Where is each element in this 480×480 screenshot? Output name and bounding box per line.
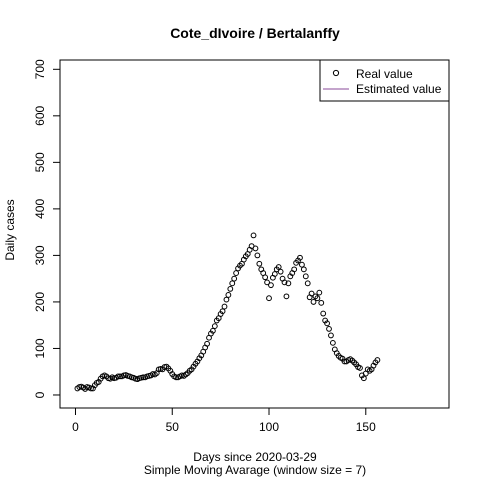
data-point — [314, 295, 321, 302]
data-point — [300, 266, 307, 273]
data-point — [229, 280, 236, 287]
y-tick-label: 400 — [33, 199, 47, 219]
x-axis-label: Days since 2020-03-29 — [193, 450, 317, 464]
y-tick-label: 300 — [33, 245, 47, 265]
data-point — [264, 279, 270, 286]
data-point — [204, 340, 210, 347]
y-tick-label: 700 — [33, 59, 47, 79]
data-point — [320, 310, 327, 317]
data-point — [299, 261, 305, 268]
data-point — [271, 271, 278, 277]
data-point — [233, 270, 240, 276]
plot-frame — [59, 59, 450, 409]
x-tick-label: 50 — [166, 420, 180, 434]
data-point — [324, 320, 330, 327]
data-point — [268, 282, 274, 289]
legend-label-real: Real value — [356, 67, 413, 81]
x-tick-label: 150 — [356, 420, 376, 434]
data-point — [357, 365, 363, 371]
legend: Real value Estimated value — [319, 59, 450, 102]
x-axis-sublabel: Simple Moving Avarage (window size = 7) — [144, 463, 366, 477]
chart-title: Cote_dIvoire / Bertalanffy — [170, 25, 340, 41]
x-axis: 0 50 100 150 — [72, 407, 376, 434]
data-point — [316, 289, 323, 296]
y-axis: 0 100 200 300 400 500 600 700 — [33, 59, 61, 398]
data-points — [74, 232, 381, 392]
data-point — [302, 273, 309, 280]
data-point — [209, 327, 216, 334]
data-point — [252, 245, 259, 252]
data-point — [326, 326, 332, 332]
data-point — [285, 280, 292, 287]
y-tick-label: 100 — [33, 338, 47, 358]
data-point — [275, 264, 282, 270]
data-point — [256, 260, 263, 267]
data-point — [283, 293, 290, 300]
data-point — [254, 252, 261, 259]
data-point — [117, 373, 123, 380]
data-point — [329, 339, 336, 346]
data-point — [318, 299, 325, 306]
data-point — [360, 375, 367, 382]
data-point — [221, 303, 228, 310]
data-point — [140, 374, 147, 381]
data-point — [308, 290, 315, 297]
data-point — [310, 299, 317, 305]
y-tick-label: 0 — [33, 391, 47, 398]
data-point — [266, 295, 272, 302]
data-point — [250, 232, 257, 239]
data-point — [225, 292, 232, 298]
x-tick-label: 100 — [259, 420, 279, 434]
y-tick-label: 200 — [33, 292, 47, 312]
legend-box — [319, 59, 450, 102]
data-point — [227, 285, 234, 292]
data-point — [231, 275, 238, 282]
y-tick-label: 600 — [33, 105, 47, 125]
legend-marker-real — [332, 69, 340, 77]
data-point — [173, 374, 180, 381]
y-axis-label: Daily cases — [3, 199, 17, 260]
data-point — [297, 254, 303, 261]
data-point — [374, 357, 381, 363]
data-point — [328, 332, 334, 339]
y-tick-label: 500 — [33, 152, 47, 172]
data-point — [219, 308, 226, 315]
data-point — [223, 296, 230, 303]
data-point — [281, 279, 288, 286]
data-point — [277, 268, 284, 275]
data-point — [291, 266, 298, 273]
data-point — [211, 323, 218, 330]
legend-label-estimated: Estimated value — [356, 82, 442, 96]
data-point — [115, 373, 121, 380]
data-point — [304, 280, 311, 287]
x-tick-label: 0 — [72, 420, 79, 434]
data-point — [88, 385, 94, 392]
data-point — [262, 274, 269, 281]
